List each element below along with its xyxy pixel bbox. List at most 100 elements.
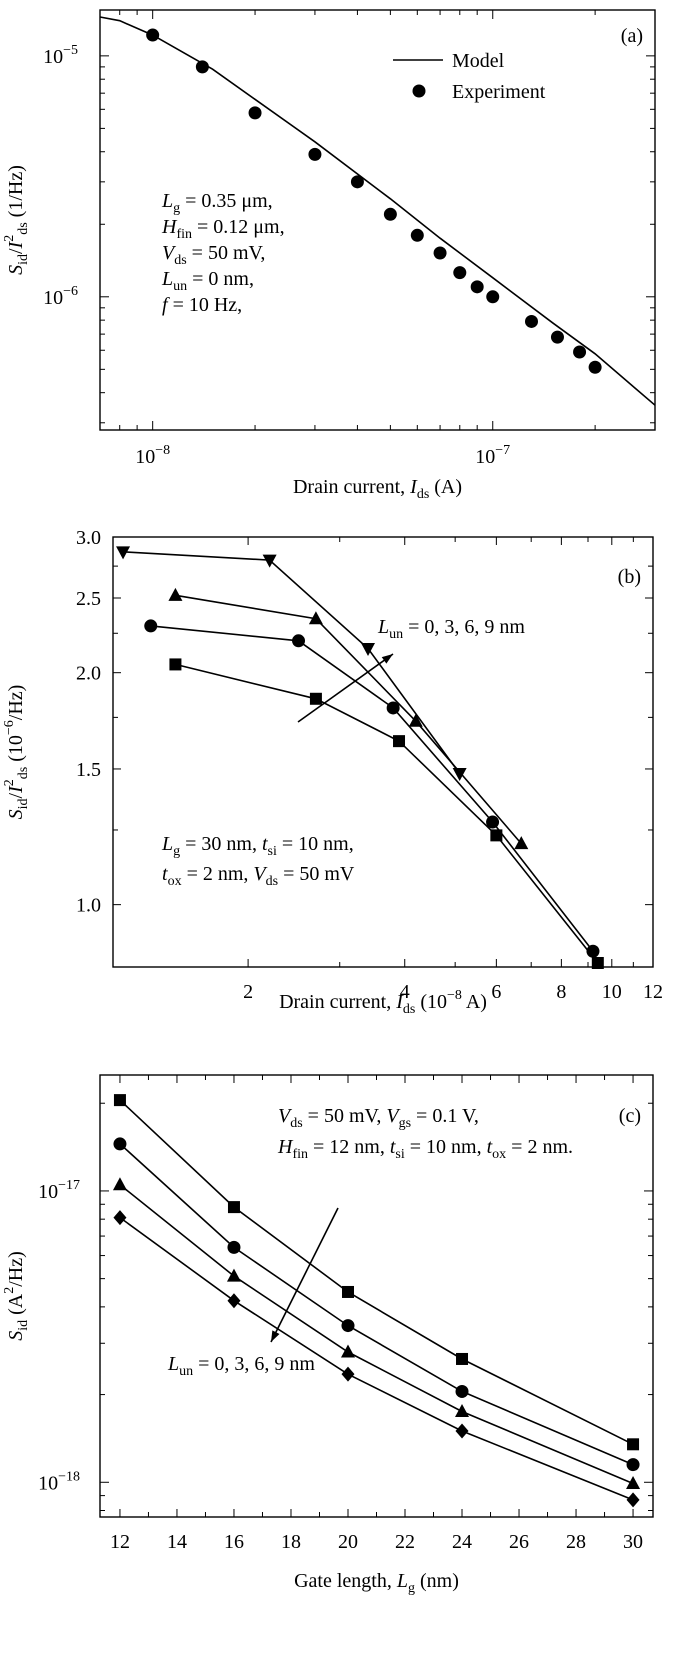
- label-symbol: I: [395, 991, 404, 1013]
- subscript: un: [389, 627, 403, 642]
- data-point: [486, 815, 500, 829]
- label-unit-end: /Hz): [5, 685, 27, 721]
- annotation-line: f = 10 Hz,: [162, 294, 242, 316]
- panel-label: (c): [619, 1105, 641, 1127]
- x-tick-label: 20: [338, 1531, 358, 1553]
- text: = 0, 3, 6, 9 nm: [403, 616, 525, 638]
- symbol: V: [162, 242, 177, 264]
- text: = 2 nm.: [506, 1136, 573, 1158]
- annotation-line: Lg = 0.35 μm,: [161, 190, 273, 216]
- y-tick-label: 10−17: [38, 1178, 80, 1203]
- subscript: gs: [399, 1116, 411, 1131]
- data-point: [116, 546, 131, 560]
- label-unit: (A: [5, 1293, 27, 1320]
- text: = 10 Hz,: [168, 294, 243, 316]
- experiment-point: [470, 280, 484, 294]
- data-point: [455, 1423, 469, 1439]
- label-unit-exponent: −8: [447, 988, 462, 1003]
- symbol: L: [167, 1353, 179, 1375]
- label-subscript: ds: [16, 222, 31, 234]
- x-tick-label: 10−8: [135, 443, 170, 468]
- label-unit-exponent: −6: [2, 720, 17, 735]
- subscript: fin: [292, 1147, 308, 1162]
- text: = 10 nm,: [277, 833, 354, 855]
- data-point: [226, 1268, 241, 1282]
- trend-arrow: [270, 1207, 339, 1343]
- text: = 12 nm,: [308, 1136, 390, 1158]
- label-subscript: id: [16, 254, 31, 265]
- symbol: t: [390, 1136, 396, 1158]
- experiment-point: [248, 106, 262, 120]
- data-point: [112, 1177, 127, 1191]
- experiment-point: [433, 246, 447, 260]
- y-axis-label: Sid/I2ds (10−6/Hz): [2, 685, 31, 820]
- subscript: fin: [176, 227, 192, 242]
- data-point: [341, 1285, 354, 1298]
- panel-b: 2 4 6 8 10 12 1.0 1.5 2.0 2.5 3.0 Drain current, Id…: [2, 527, 663, 1017]
- symbol: L: [161, 833, 173, 855]
- label-symbol: I: [409, 476, 418, 498]
- label-symbol: S: [5, 265, 27, 275]
- subscript: ds: [290, 1116, 302, 1131]
- data-point: [292, 634, 306, 648]
- series-line: [175, 663, 599, 964]
- annotation-line: Vds = 50 mV, Vgs = 0.1 V,: [278, 1105, 479, 1131]
- label-text: Gate length,: [294, 1570, 397, 1592]
- subscript: g: [173, 201, 180, 216]
- data-point: [341, 1319, 355, 1333]
- data-point: [309, 692, 322, 705]
- annotation-line: tox = 2 nm, Vds = 50 mV: [162, 863, 355, 889]
- data-point: [168, 587, 183, 601]
- data-point: [169, 658, 182, 671]
- data-point: [626, 1492, 640, 1508]
- label-unit: (nm): [415, 1570, 459, 1592]
- data-point: [591, 956, 604, 969]
- tick-base: 10: [135, 446, 155, 468]
- label-unit-exponent: 2: [2, 1287, 17, 1294]
- tick-exponent: −5: [63, 43, 78, 58]
- x-tick-label: 8: [556, 981, 566, 1003]
- annotation-line: Lg = 30 nm, tsi = 10 nm,: [161, 833, 354, 859]
- subscript: ds: [174, 253, 186, 268]
- series-line: [175, 594, 522, 845]
- y-tick-label: 2.0: [76, 663, 101, 685]
- data-point: [456, 1352, 469, 1365]
- data-point: [626, 1458, 640, 1472]
- series-line: [119, 1143, 634, 1466]
- plot-frame: [112, 536, 654, 968]
- x-tick-label: 6: [491, 981, 501, 1003]
- data-point: [340, 1344, 355, 1358]
- data-point: [113, 1094, 126, 1107]
- y-tick-label: 2.5: [76, 588, 101, 610]
- data-point: [455, 1403, 470, 1417]
- subscript: si: [395, 1147, 404, 1162]
- panel-label: (b): [618, 566, 641, 588]
- subscript: g: [173, 844, 180, 859]
- data-point: [227, 1201, 240, 1214]
- data-point: [408, 713, 423, 727]
- tick-base: 10: [43, 46, 63, 68]
- x-tick-label: 26: [509, 1531, 529, 1553]
- tick-base: 10: [38, 1181, 58, 1203]
- label-text: /: [5, 792, 27, 798]
- symbol: H: [161, 216, 178, 238]
- x-tick-label: 16: [224, 1531, 244, 1553]
- data-point: [586, 944, 600, 958]
- label-unit-end: A): [462, 991, 487, 1013]
- subscript: un: [173, 279, 187, 294]
- text: = 0 nm,: [187, 268, 254, 290]
- x-tick-label: 10−7: [475, 443, 510, 468]
- annotation-line: Hfin = 12 nm, tsi = 10 nm, tox = 2 nm.: [277, 1136, 573, 1162]
- y-tick-label: 3.0: [76, 527, 101, 549]
- label-superscript: 2: [2, 779, 17, 786]
- label-symbol: I: [5, 785, 27, 794]
- symbol: t: [487, 1136, 493, 1158]
- legend-model-label: Model: [452, 50, 505, 72]
- data-point: [386, 701, 400, 715]
- data-point: [113, 1137, 127, 1151]
- y-tick-label: 10−5: [43, 43, 78, 68]
- symbol: H: [277, 1136, 294, 1158]
- annotation-line: Vds = 50 mV,: [162, 242, 265, 268]
